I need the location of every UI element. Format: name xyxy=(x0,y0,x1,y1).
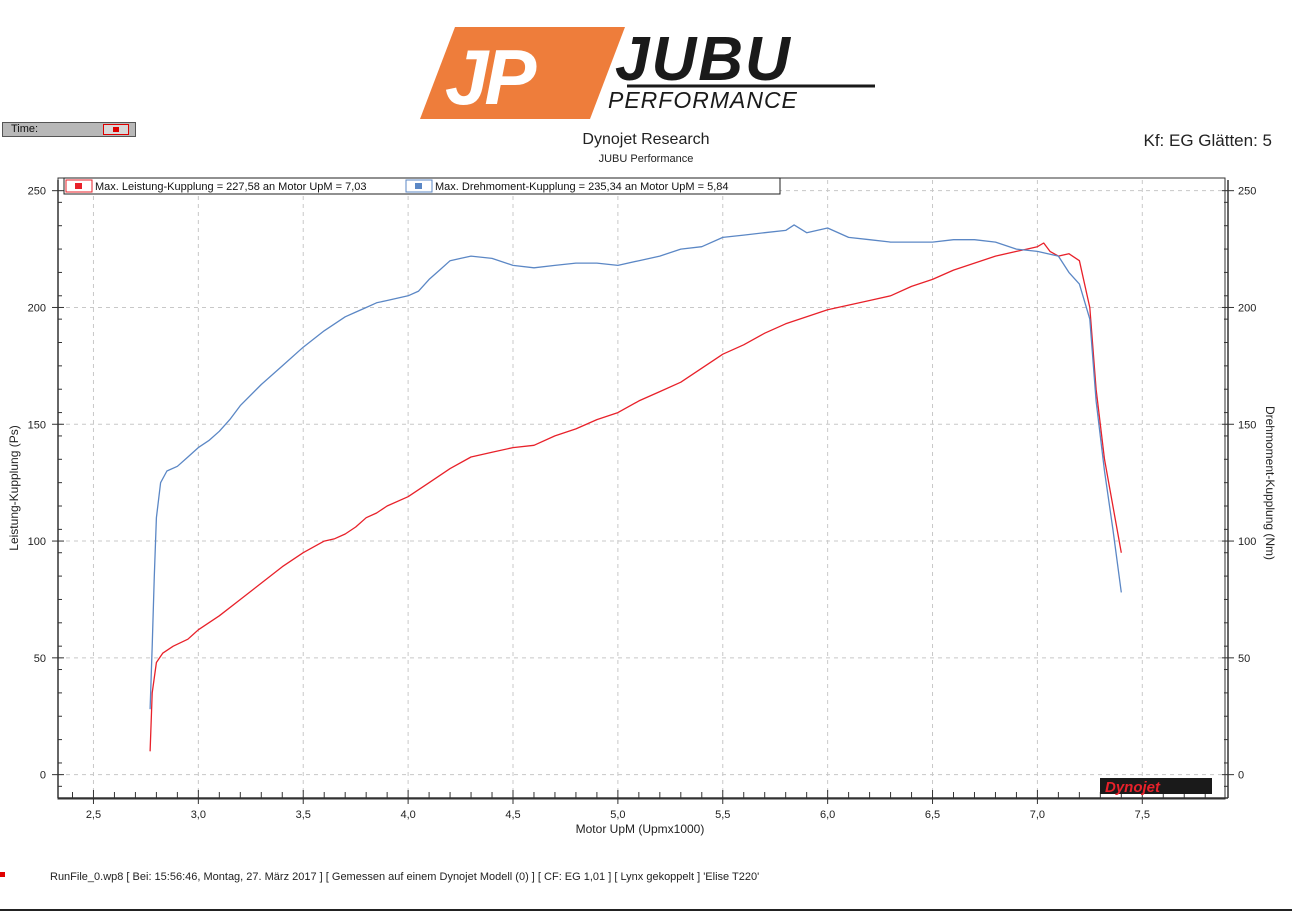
legend-torque-swatch xyxy=(415,183,422,189)
y-tick-label: 100 xyxy=(28,536,46,548)
y-tick-label: 150 xyxy=(28,419,46,431)
y2-axis-label: Drehmoment-Kupplung (Nm) xyxy=(1263,406,1277,560)
y2-tick-label: 100 xyxy=(1238,536,1256,548)
x-tick-label: 4,5 xyxy=(505,809,520,821)
time-marker-box[interactable]: Time: xyxy=(2,122,136,137)
y-axis-label: Leistung-Kupplung (Ps) xyxy=(7,425,21,550)
logo-orange-badge xyxy=(420,27,625,119)
legend-torque-label: Max. Drehmoment-Kupplung = 235,34 an Mot… xyxy=(435,181,729,193)
y2-tick-label: 0 xyxy=(1238,770,1244,782)
legend-item-torque[interactable]: Max. Drehmoment-Kupplung = 235,34 an Mot… xyxy=(405,179,729,193)
x-tick-label: 3,5 xyxy=(296,809,311,821)
dynojet-watermark: Dynojet xyxy=(1100,778,1212,796)
bottom-border xyxy=(0,909,1292,911)
y2-tick-label: 150 xyxy=(1238,419,1256,431)
legend-power-label: Max. Leistung-Kupplung = 227,58 an Motor… xyxy=(95,181,367,193)
chart-subtitle: JUBU Performance xyxy=(598,153,694,165)
x-tick-label: 4,0 xyxy=(400,809,415,821)
x-tick-label: 3,0 xyxy=(191,809,206,821)
x-tick-label: 7,0 xyxy=(1030,809,1045,821)
legend-power-swatch-frame xyxy=(65,179,93,193)
legend: Max. Leistung-Kupplung = 227,58 an Motor… xyxy=(63,177,781,195)
right-axis: 0 50 100 150 200 250 xyxy=(1222,180,1256,798)
x-tick-label: 2,5 xyxy=(86,809,101,821)
x-tick-label: 5,0 xyxy=(610,809,625,821)
y-tick-label: 0 xyxy=(40,770,46,782)
time-marker-handle[interactable] xyxy=(103,124,129,135)
legend-torque-swatch-frame xyxy=(405,179,433,193)
legend-item-power[interactable]: Max. Leistung-Kupplung = 227,58 an Motor… xyxy=(65,179,367,193)
chart-title: Dynojet Research xyxy=(582,131,710,148)
footer-run-marker xyxy=(0,872,5,877)
y-tick-label: 250 xyxy=(28,186,46,198)
grid xyxy=(58,180,1228,798)
x-axis-label: Motor UpM (Upmx1000) xyxy=(576,822,705,836)
x-tick-label: 7,5 xyxy=(1135,809,1150,821)
run-info-footer: RunFile_0.wp8 [ Bei: 15:56:46, Montag, 2… xyxy=(50,871,760,883)
y2-tick-label: 200 xyxy=(1238,302,1256,314)
jubu-performance-logo: JP JUBU PERFORMANCE xyxy=(420,25,875,121)
legend-power-swatch xyxy=(75,183,82,189)
logo-brand: JUBU xyxy=(615,25,792,94)
series-lines xyxy=(149,224,1122,752)
watermark-text: Dynojet xyxy=(1105,779,1161,796)
time-label: Time: xyxy=(11,123,39,135)
x-tick-label: 5,5 xyxy=(715,809,730,821)
x-tick-label: 6,0 xyxy=(820,809,835,821)
y-tick-label: 200 xyxy=(28,302,46,314)
y2-tick-label: 250 xyxy=(1238,186,1256,198)
plot-frame xyxy=(57,177,1226,800)
correction-factor-label: Kf: EG Glätten: 5 xyxy=(1143,131,1272,150)
torque-series-line xyxy=(149,224,1122,710)
left-axis: 0 50 100 150 200 250 xyxy=(28,180,64,798)
y2-tick-label: 50 xyxy=(1238,653,1250,665)
power-series-line xyxy=(149,242,1122,752)
watermark-backdrop xyxy=(1100,778,1212,794)
x-axis: 2,5 3,0 3,5 4,0 4,5 5,0 5,5 6,0 6,5 7,0 7,5 xyxy=(58,790,1228,821)
x-tick-label: 6,5 xyxy=(925,809,940,821)
logo-monogram: JP xyxy=(445,33,537,121)
y-tick-label: 50 xyxy=(34,653,46,665)
logo-tagline: PERFORMANCE xyxy=(608,87,798,113)
